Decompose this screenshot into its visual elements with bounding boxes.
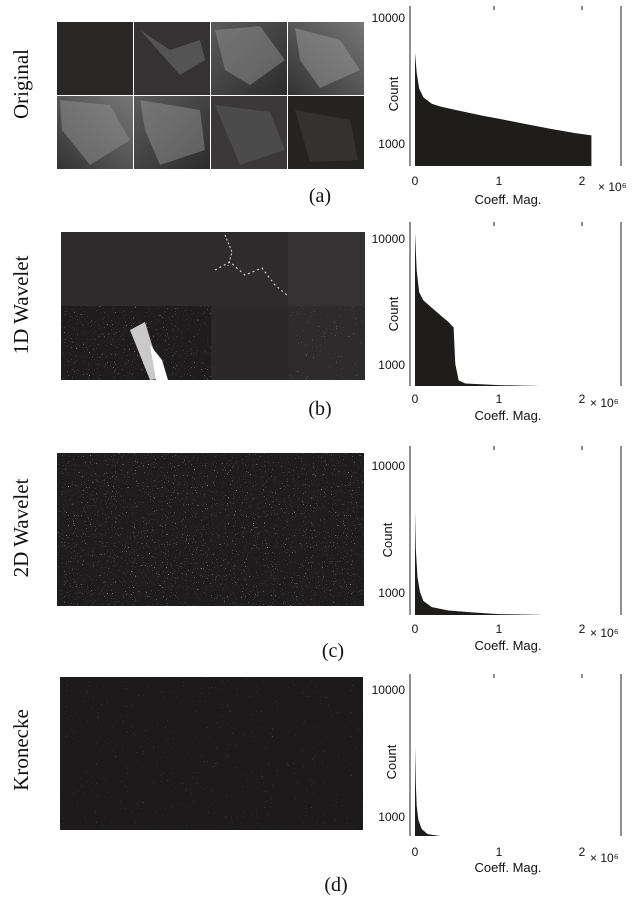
x-scale-label: × 10⁶ <box>590 626 619 640</box>
terrain-shape <box>60 100 130 165</box>
x-tick-label: 0 <box>412 845 419 859</box>
image-kronecker <box>60 677 363 830</box>
x-axis-label: Coeff. Mag. <box>475 408 542 423</box>
caption-d: (d) <box>324 874 347 896</box>
panel-c: 2D Wavelet (c) 10000 1000 0 1 2 Count Co… <box>9 446 622 662</box>
y-tick-label: 10000 <box>372 11 406 25</box>
image-sparkle <box>60 677 363 830</box>
image-tile <box>134 96 210 169</box>
row-label-b: 1D Wavelet <box>9 255 33 354</box>
row-label-d: Kronecke <box>9 709 33 791</box>
image-block <box>288 232 365 306</box>
image-sparkle <box>57 453 364 606</box>
histogram-d: 10000 1000 0 1 2 Count Coeff. Mag. × 10⁶ <box>372 674 622 875</box>
histogram-area <box>415 52 592 166</box>
image-1d-wavelet <box>61 232 365 380</box>
panel-a: Original (a) 10000 1000 <box>9 6 627 207</box>
caption-c: (c) <box>322 640 344 662</box>
y-axis-label: Count <box>380 522 395 557</box>
x-tick-label: 1 <box>496 392 503 406</box>
x-tick-label: 0 <box>412 392 419 406</box>
x-tick-label: 0 <box>412 622 419 636</box>
terrain-shape <box>215 26 285 85</box>
terrain-shape <box>295 28 360 88</box>
y-tick-label: 1000 <box>378 810 405 824</box>
x-tick-label: 2 <box>579 174 586 188</box>
y-tick-label: 10000 <box>372 459 406 473</box>
panel-b: 1D Wavelet (b) 10000 1000 0 1 2 Count <box>9 222 622 423</box>
x-tick-label: 0 <box>412 174 419 188</box>
bright-feature <box>150 345 168 380</box>
river-trace <box>224 234 233 267</box>
y-tick-label: 10000 <box>372 683 406 697</box>
y-tick-label: 1000 <box>378 137 405 151</box>
y-tick-label: 1000 <box>378 586 405 600</box>
image-original <box>57 22 364 169</box>
x-scale-label: × 10⁶ <box>598 180 627 194</box>
terrain-shape <box>295 110 358 162</box>
terrain-shape <box>140 30 205 75</box>
histogram-area <box>415 746 478 836</box>
histogram-area <box>415 511 541 615</box>
x-tick-label: 2 <box>579 622 586 636</box>
x-axis-label: Coeff. Mag. <box>475 192 542 207</box>
histogram-c: 10000 1000 0 1 2 Count Coeff. Mag. × 10⁶ <box>372 446 622 653</box>
x-scale-label: × 10⁶ <box>590 396 619 410</box>
image-sparkle <box>288 306 365 380</box>
image-tile <box>57 22 133 95</box>
caption-b: (b) <box>308 398 331 420</box>
x-scale-label: × 10⁶ <box>590 851 619 865</box>
row-label-a: Original <box>9 49 33 119</box>
image-block <box>211 306 288 380</box>
river-trace <box>214 261 289 297</box>
y-axis-label: Count <box>386 76 401 111</box>
panel-d: Kronecke (d) 10000 1000 0 1 2 Count Coef… <box>9 674 622 896</box>
caption-a: (a) <box>309 185 331 207</box>
y-axis-label: Count <box>384 744 399 779</box>
terrain-shape <box>140 100 205 165</box>
terrain-shape <box>215 105 285 165</box>
x-axis-label: Coeff. Mag. <box>475 638 542 653</box>
histogram-a: 10000 1000 0 1 2 Count Coeff. Mag. × 10⁶ <box>372 6 627 207</box>
y-tick-label: 10000 <box>372 232 406 246</box>
x-tick-label: 1 <box>496 622 503 636</box>
y-axis-label: Count <box>386 296 401 331</box>
y-tick-label: 1000 <box>378 358 405 372</box>
image-2d-wavelet <box>57 453 364 606</box>
x-axis-label: Coeff. Mag. <box>475 860 542 875</box>
x-tick-label: 2 <box>579 392 586 406</box>
histogram-b: 10000 1000 0 1 2 Count Coeff. Mag. × 10⁶ <box>372 222 622 423</box>
x-tick-label: 1 <box>496 174 503 188</box>
x-tick-label: 2 <box>579 845 586 859</box>
x-tick-label: 1 <box>496 845 503 859</box>
row-label-c: 2D Wavelet <box>9 478 33 577</box>
histogram-area <box>415 232 579 386</box>
